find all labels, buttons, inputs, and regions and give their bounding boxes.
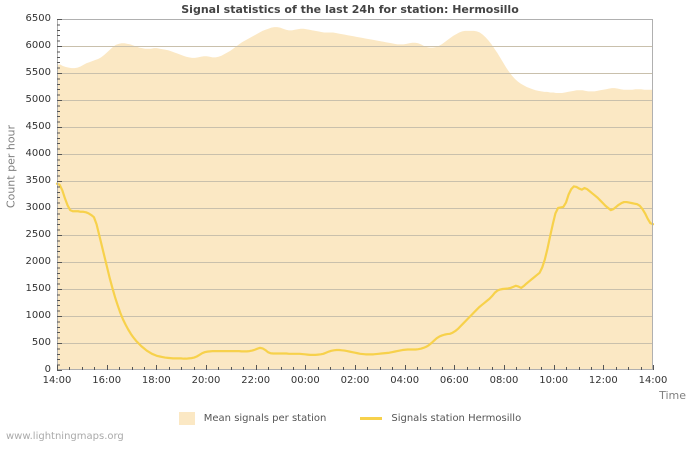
x-tick-label: 04:00 xyxy=(390,375,420,386)
y-tick-label: 500 xyxy=(31,337,51,348)
y-tick-label: 0 xyxy=(44,364,51,375)
y-tick-label: 4500 xyxy=(25,121,51,132)
x-axis-label: Time xyxy=(659,389,686,402)
y-tick-label: 1500 xyxy=(25,283,51,294)
x-tick-label: 18:00 xyxy=(141,375,171,386)
area-series-mean-signals xyxy=(57,27,653,370)
y-tick-label: 6500 xyxy=(25,13,51,24)
x-tick-label: 06:00 xyxy=(439,375,469,386)
y-tick-label: 2000 xyxy=(25,256,51,267)
y-tick-label: 2500 xyxy=(25,229,51,240)
x-tick-label: 20:00 xyxy=(191,375,221,386)
grid-lines xyxy=(57,46,653,344)
legend-label-mean: Mean signals per station xyxy=(203,413,327,424)
y-tick-label: 5000 xyxy=(25,94,51,105)
chart-legend: Mean signals per station Signals station… xyxy=(0,412,700,425)
legend-label-station: Signals station Hermosillo xyxy=(391,413,522,424)
y-tick-label: 5500 xyxy=(25,67,51,78)
y-tick-label: 6000 xyxy=(25,40,51,51)
x-tick-label: 14:00 xyxy=(42,375,72,386)
x-axis-ticks xyxy=(57,365,654,370)
legend-line-swatch-icon xyxy=(360,417,383,420)
line-series-signals-station xyxy=(55,182,655,360)
legend-area-swatch-icon xyxy=(178,412,195,425)
x-tick-label: 02:00 xyxy=(340,375,370,386)
x-tick-label: 12:00 xyxy=(588,375,618,386)
y-tick-label: 1000 xyxy=(25,310,51,321)
legend-item-station: Signals station Hermosillo xyxy=(360,413,521,424)
watermark: www.lightningmaps.org xyxy=(6,431,124,442)
x-tick-label: 10:00 xyxy=(539,375,569,386)
x-tick-label: 22:00 xyxy=(241,375,271,386)
x-tick-label: 08:00 xyxy=(489,375,519,386)
x-tick-label: 00:00 xyxy=(290,375,320,386)
y-axis-ticks xyxy=(57,19,62,371)
x-tick-label: 16:00 xyxy=(92,375,122,386)
y-tick-label: 3500 xyxy=(25,175,51,186)
chart-title: Signal statistics of the last 24h for st… xyxy=(181,3,519,16)
y-tick-label: 3000 xyxy=(25,202,51,213)
x-tick-label: 14:00 xyxy=(638,375,668,386)
y-tick-label: 4000 xyxy=(25,148,51,159)
legend-item-mean: Mean signals per station xyxy=(178,412,327,425)
